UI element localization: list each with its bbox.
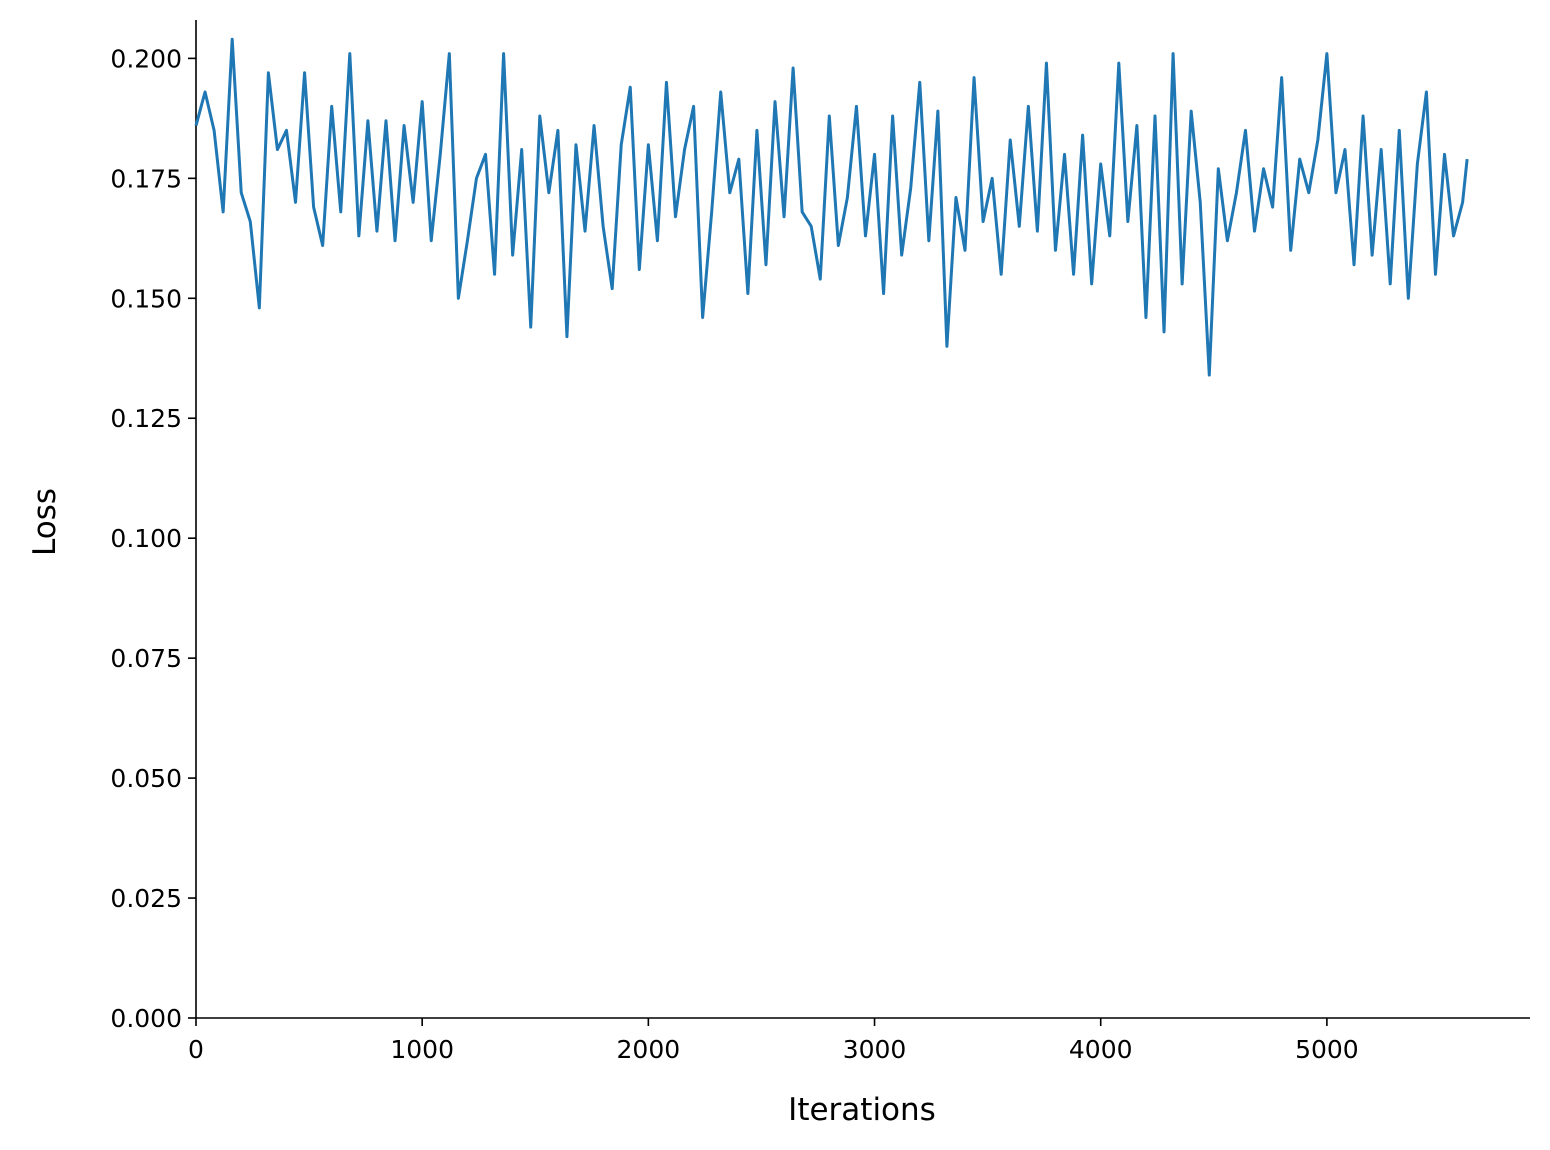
y-tick-label: 0.125 bbox=[110, 404, 182, 433]
y-axis-label: Loss bbox=[27, 488, 63, 556]
y-tick-label: 0.025 bbox=[110, 884, 182, 913]
loss-line bbox=[194, 37, 1469, 377]
x-tick-label: 3000 bbox=[843, 1035, 907, 1064]
x-tick-label: 0 bbox=[188, 1035, 204, 1064]
y-tick-label: 0.000 bbox=[110, 1004, 182, 1033]
y-tick-label: 0.200 bbox=[110, 44, 182, 73]
x-tick-label: 1000 bbox=[390, 1035, 454, 1064]
x-tick-label: 5000 bbox=[1295, 1035, 1359, 1064]
x-axis-label: Iterations bbox=[788, 1092, 936, 1128]
x-tick-label: 2000 bbox=[617, 1035, 681, 1064]
y-tick-label: 0.075 bbox=[110, 644, 182, 673]
y-tick-label: 0.150 bbox=[110, 284, 182, 313]
y-tick-label: 0.050 bbox=[110, 764, 182, 793]
x-tick-label: 4000 bbox=[1069, 1035, 1133, 1064]
y-tick-label: 0.100 bbox=[110, 524, 182, 553]
y-tick-label: 0.175 bbox=[110, 164, 182, 193]
